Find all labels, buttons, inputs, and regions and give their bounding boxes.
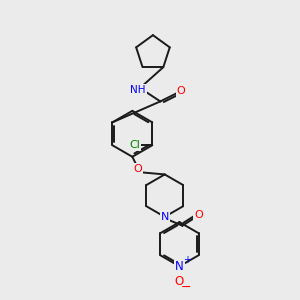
Text: N: N (160, 212, 169, 222)
Text: O: O (176, 86, 185, 96)
Text: −: − (181, 281, 191, 294)
Text: NH: NH (130, 85, 146, 94)
Text: O: O (175, 275, 184, 288)
Text: O: O (134, 164, 142, 174)
Text: N: N (175, 260, 184, 273)
Text: Cl: Cl (129, 140, 140, 150)
Text: +: + (183, 255, 191, 266)
Text: O: O (194, 210, 203, 220)
